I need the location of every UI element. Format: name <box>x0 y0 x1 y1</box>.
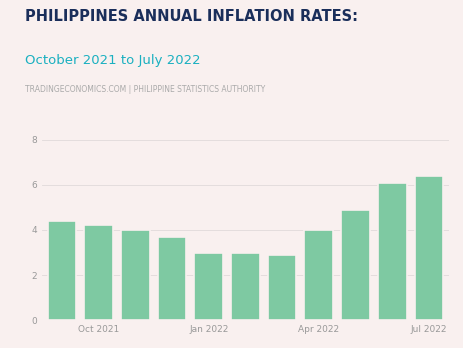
Bar <box>48 221 76 320</box>
Bar <box>414 176 443 320</box>
Text: TRADINGECONOMICS.COM | PHILIPPINE STATISTICS AUTHORITY: TRADINGECONOMICS.COM | PHILIPPINE STATIS… <box>25 85 266 94</box>
Bar <box>84 226 113 320</box>
Bar <box>378 183 407 320</box>
Bar <box>268 255 296 320</box>
Text: October 2021 to July 2022: October 2021 to July 2022 <box>25 54 201 67</box>
Bar <box>305 230 333 320</box>
Text: PHILIPPINES ANNUAL INFLATION RATES:: PHILIPPINES ANNUAL INFLATION RATES: <box>25 9 358 24</box>
Bar <box>121 230 150 320</box>
Bar <box>231 253 260 320</box>
Bar <box>341 210 370 320</box>
Bar <box>194 253 223 320</box>
Bar <box>158 237 186 320</box>
